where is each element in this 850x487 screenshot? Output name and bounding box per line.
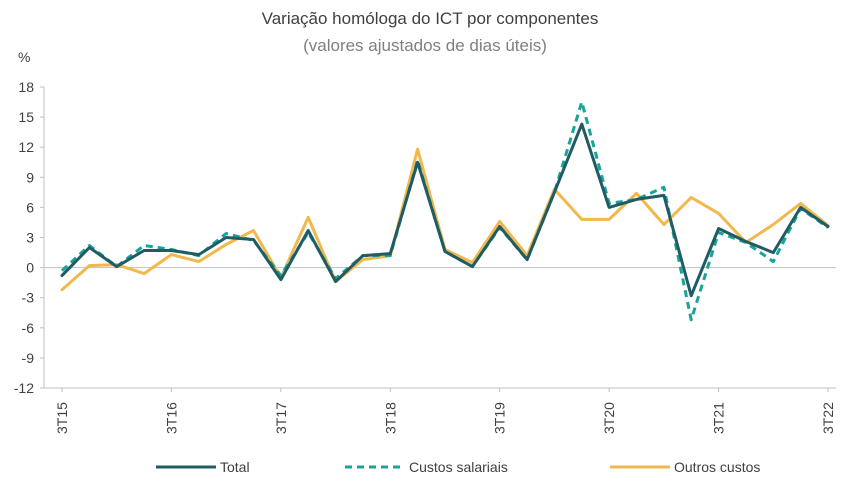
x-tick-label: 3T19 xyxy=(492,402,508,434)
x-tick-label: 3T22 xyxy=(820,402,836,434)
y-tick-label: 9 xyxy=(26,169,34,185)
chart-subtitle: (valores ajustados de dias úteis) xyxy=(303,36,547,55)
y-tick-label: 12 xyxy=(18,139,34,155)
x-tick-label: 3T17 xyxy=(273,402,289,434)
x-tick-label: 3T15 xyxy=(54,402,70,434)
y-tick-label: 3 xyxy=(26,230,34,246)
y-tick-label: -6 xyxy=(22,320,35,336)
y-tick-label: -3 xyxy=(22,290,35,306)
y-tick-label: -9 xyxy=(22,350,35,366)
legend: Total Custos salariais Outros custos xyxy=(156,459,760,475)
y-tick-label: 18 xyxy=(18,79,34,95)
series-line-outros-custos xyxy=(60,147,830,292)
y-axis-unit-label: % xyxy=(18,49,30,65)
y-tick-label: 6 xyxy=(26,199,34,215)
series-line-total xyxy=(60,122,830,298)
y-tick-label: -12 xyxy=(14,380,34,396)
series-line-custos-salariais xyxy=(60,100,829,322)
x-tick-label: 3T18 xyxy=(382,402,398,434)
axes: 18 15 12 9 6 3 0 -3 -6 -9 -12 3T15 3T16 3T17 3T18 3T19 3… xyxy=(14,79,836,434)
legend-label: Custos salariais xyxy=(409,459,508,475)
series-layer xyxy=(60,100,830,322)
y-tick-label: 0 xyxy=(26,260,34,276)
x-tick-label: 3T20 xyxy=(601,402,617,434)
y-tick-label: 15 xyxy=(18,109,34,125)
x-tick-label: 3T21 xyxy=(711,402,727,434)
legend-label: Total xyxy=(220,459,250,475)
legend-label: Outros custos xyxy=(674,459,760,475)
chart-title: Variação homóloga do ICT por componentes xyxy=(262,9,599,28)
x-tick-label: 3T16 xyxy=(163,402,179,434)
